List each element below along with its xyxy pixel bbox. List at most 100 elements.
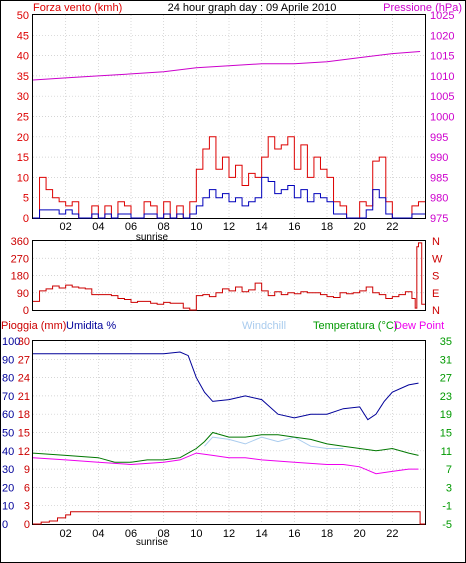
x-tick-label: 12 bbox=[223, 528, 235, 540]
wind-y-tick: 15 bbox=[17, 152, 29, 164]
humidity-y-tick: 50 bbox=[2, 428, 14, 440]
dewpoint-series bbox=[32, 452, 419, 475]
x-tick-label: 10 bbox=[190, 528, 202, 540]
x-tick-label: 08 bbox=[158, 528, 170, 540]
wind-y-tick: 25 bbox=[17, 112, 29, 124]
pressure-y-tick: 1010 bbox=[430, 71, 454, 83]
pressure-y-tick: 1000 bbox=[430, 112, 454, 124]
humidity-label: Umidita % bbox=[66, 320, 116, 332]
temperature-y-tick: 23 bbox=[440, 391, 452, 403]
wind-y-tick: 40 bbox=[17, 51, 29, 63]
x-tick-label: 20 bbox=[354, 528, 366, 540]
humidity-y-tick: 40 bbox=[2, 446, 14, 458]
dewpoint-label: Dew Point bbox=[394, 320, 444, 332]
rain-humidity-temperature-panel bbox=[32, 340, 426, 525]
rain-y-tick: 24 bbox=[18, 373, 30, 385]
x-tick-label: 02 bbox=[60, 528, 72, 540]
rain-y-tick: 18 bbox=[18, 409, 30, 421]
rain-y-tick: 15 bbox=[18, 428, 30, 440]
temperature-y-tick: -1 bbox=[442, 501, 452, 513]
rain-y-tick: 0 bbox=[24, 519, 30, 531]
pressure-series bbox=[32, 51, 421, 81]
pressure-y-tick: 995 bbox=[430, 132, 448, 144]
temperature-y-tick: 3 bbox=[446, 482, 452, 494]
humidity-y-tick: 90 bbox=[2, 354, 14, 366]
wind-y-tick: 35 bbox=[17, 71, 29, 83]
compass-tick: N bbox=[432, 305, 440, 317]
x-tick-label: 02 bbox=[60, 221, 72, 233]
compass-tick: W bbox=[432, 253, 443, 265]
graph-title: 24 hour graph day : 09 Aprile 2010 bbox=[168, 2, 337, 14]
wind-speed-label: Forza vento (kmh) bbox=[33, 2, 122, 14]
average-wind-series bbox=[33, 176, 425, 219]
x-tick-label: 18 bbox=[321, 528, 333, 540]
x-tick-label: 18 bbox=[321, 221, 333, 233]
pressure-y-tick: 985 bbox=[430, 172, 448, 184]
windchill-label: Windchill bbox=[242, 320, 286, 332]
humidity-y-tick: 0 bbox=[2, 519, 8, 531]
x-tick-label: 16 bbox=[288, 528, 300, 540]
x-tick-label: 06 bbox=[125, 221, 137, 233]
temperature-series bbox=[32, 431, 419, 463]
direction-y-tick: 180 bbox=[11, 271, 29, 283]
humidity-series bbox=[33, 351, 419, 421]
x-tick-label: 16 bbox=[288, 221, 300, 233]
x-tick-label: 20 bbox=[354, 221, 366, 233]
humidity-y-tick: 70 bbox=[2, 391, 14, 403]
humidity-y-tick: 10 bbox=[2, 501, 14, 513]
x-tick-label: 04 bbox=[92, 221, 104, 233]
rain-y-tick: 21 bbox=[18, 391, 30, 403]
x-tick-label: 12 bbox=[223, 221, 235, 233]
rain-label: Pioggia (mm) bbox=[1, 320, 66, 332]
x-tick-label: 04 bbox=[92, 528, 104, 540]
x-tick-label: 22 bbox=[386, 221, 398, 233]
rain-y-tick: 12 bbox=[18, 446, 30, 458]
x-tick-label: 06 bbox=[125, 528, 137, 540]
pressure-y-tick: 980 bbox=[430, 193, 448, 205]
temperature-y-tick: 11 bbox=[441, 446, 452, 458]
temperature-y-tick: 35 bbox=[440, 336, 452, 348]
x-tick-label: 14 bbox=[256, 528, 268, 540]
pressure-y-tick: 1020 bbox=[430, 30, 454, 42]
sunrise-label-bottom: sunrise bbox=[136, 537, 169, 548]
pressure-y-tick: 1005 bbox=[430, 91, 454, 103]
compass-tick: N bbox=[432, 236, 440, 248]
humidity-y-tick: 80 bbox=[2, 373, 14, 385]
wind-pressure-panel bbox=[32, 14, 426, 219]
wind-y-tick: 0 bbox=[23, 213, 29, 225]
wind-direction-panel bbox=[32, 240, 426, 311]
rain-series bbox=[33, 511, 425, 525]
sunrise-label-top: sunrise bbox=[136, 232, 169, 243]
humidity-y-tick: 20 bbox=[2, 482, 14, 494]
compass-tick: E bbox=[432, 288, 439, 300]
x-tick-label: 22 bbox=[386, 528, 398, 540]
temperature-y-tick: 31 bbox=[440, 354, 452, 366]
rain-y-tick: 3 bbox=[24, 501, 30, 513]
wind-y-tick: 5 bbox=[23, 193, 29, 205]
temperature-y-tick: -5 bbox=[442, 519, 452, 531]
rain-y-tick: 27 bbox=[18, 354, 30, 366]
direction-y-tick: 0 bbox=[23, 305, 29, 317]
x-tick-label: 08 bbox=[158, 221, 170, 233]
humidity-y-tick: 30 bbox=[2, 464, 14, 476]
rain-y-tick: 6 bbox=[24, 482, 30, 494]
wind-y-tick: 45 bbox=[17, 30, 29, 42]
wind-y-tick: 30 bbox=[17, 91, 29, 103]
wind-y-tick: 20 bbox=[17, 132, 29, 144]
pressure-label: Pressione (hPa) bbox=[383, 2, 462, 14]
temperature-label: Temperatura (°C) bbox=[313, 320, 397, 332]
x-tick-label: 14 bbox=[256, 221, 268, 233]
rain-y-tick: 9 bbox=[24, 464, 30, 476]
temperature-y-tick: 27 bbox=[440, 373, 452, 385]
direction-y-tick: 360 bbox=[11, 236, 29, 248]
windchill-series bbox=[204, 436, 344, 449]
pressure-y-tick: 990 bbox=[430, 152, 448, 164]
humidity-y-tick: 60 bbox=[2, 409, 14, 421]
x-tick-label: 10 bbox=[190, 221, 202, 233]
temperature-y-tick: 19 bbox=[440, 409, 452, 421]
rain-y-tick: 30 bbox=[18, 336, 30, 348]
